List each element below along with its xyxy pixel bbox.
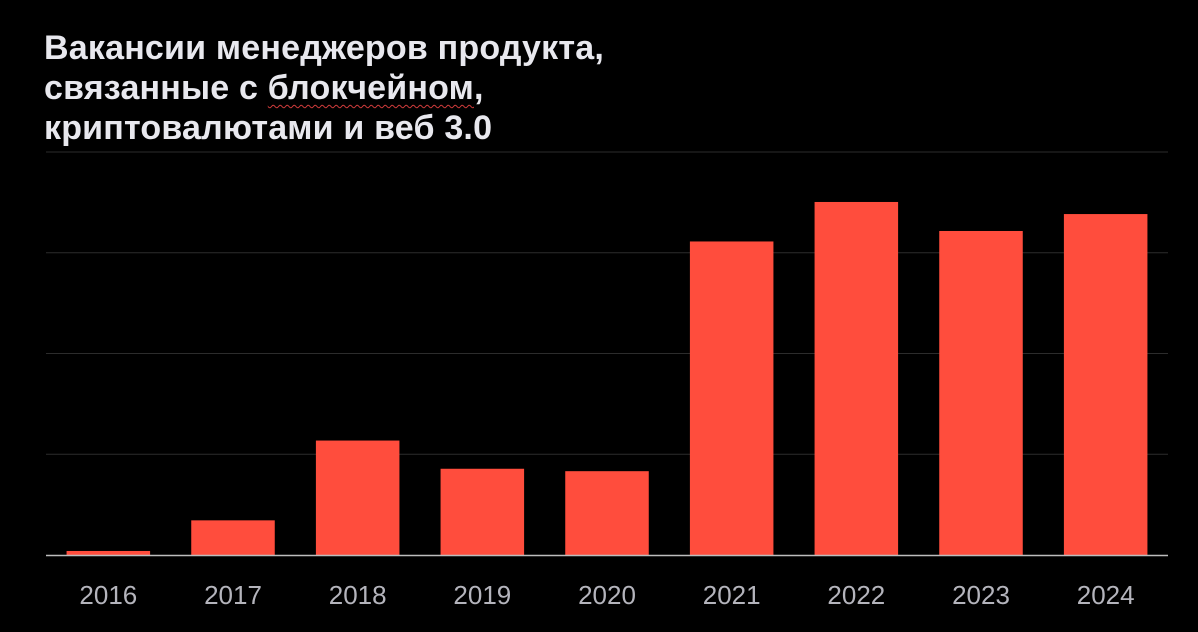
bar-2019 [440, 468, 525, 555]
spellcheck-marked-word: блокчейном [267, 69, 474, 107]
bar-2020 [565, 471, 649, 555]
x-tick-label-2022: 2022 [827, 580, 885, 610]
x-tick-label-2019: 2019 [453, 580, 511, 610]
title-line-2-text: связанные с [44, 69, 268, 107]
bar-2023 [939, 230, 1023, 555]
bar-2021 [689, 241, 774, 555]
title-line-2-comma: , [474, 69, 484, 107]
bar-2024 [1063, 214, 1148, 555]
title-line-2: связанные с блокчейном, [44, 68, 604, 108]
bar-2018 [315, 440, 400, 555]
x-tick-label-2017: 2017 [204, 580, 262, 610]
x-tick-label-2016: 2016 [79, 580, 137, 610]
bar-2017 [191, 520, 275, 555]
title-line-3-text: криптовалютами и веб 3.0 [44, 109, 493, 147]
title-line-1-text: Вакансии менеджеров продукта, [44, 29, 604, 67]
chart-title: Вакансии менеджеров продукта, связанные … [44, 28, 604, 148]
bar-2022 [814, 201, 899, 556]
x-tick-labels: 2016 2017 2018 2019 2020 2021 2022 2023 2024 [79, 580, 1134, 610]
x-tick-label-2020: 2020 [578, 580, 636, 610]
bars [66, 201, 1148, 556]
x-tick-label-2023: 2023 [952, 580, 1010, 610]
bar-2016 [66, 550, 151, 555]
x-tick-label-2018: 2018 [329, 580, 387, 610]
x-tick-label-2021: 2021 [703, 580, 761, 610]
title-line-1: Вакансии менеджеров продукта, [44, 28, 604, 68]
x-tick-label-2024: 2024 [1077, 580, 1135, 610]
title-line-3: криптовалютами и веб 3.0 [44, 108, 604, 148]
